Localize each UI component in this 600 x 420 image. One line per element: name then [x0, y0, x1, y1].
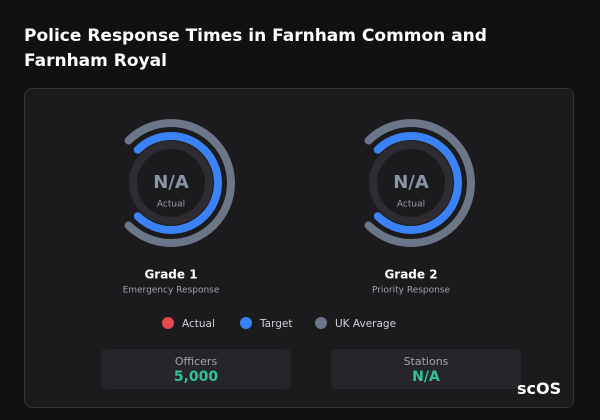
gauge-value: N/A — [153, 172, 189, 193]
gauge-name: Grade 2 — [384, 268, 437, 282]
stat-label: Stations — [403, 355, 449, 368]
legend-dot — [240, 317, 252, 329]
stat-box: Officers 5,000 — [101, 349, 291, 389]
gauge-name: Grade 1 — [144, 268, 197, 282]
gauge-subtitle: Emergency Response — [123, 286, 220, 296]
stat-box: Stations N/A — [331, 349, 521, 389]
title: Police Response Times in Farnham Common … — [24, 26, 487, 71]
gauge-value: N/A — [393, 172, 429, 193]
target-arc — [373, 132, 462, 234]
stat-value: 5,000 — [173, 369, 219, 385]
gauge-value-label: Actual — [397, 200, 425, 210]
stat-label: Officers — [174, 355, 218, 368]
logo: scOS — [517, 379, 562, 398]
legend-dot — [315, 317, 327, 329]
uk-average-arc — [124, 119, 235, 247]
gauge-subtitle: Priority Response — [372, 286, 451, 296]
actual-track — [129, 141, 213, 225]
actual-track — [369, 141, 453, 225]
uk-average-arc — [364, 119, 475, 247]
legend-label: Actual — [182, 318, 215, 330]
stat-value: N/A — [412, 369, 440, 385]
gauge-value-label: Actual — [157, 200, 185, 210]
legend-dot — [162, 317, 174, 329]
legend-label: Target — [259, 318, 292, 330]
target-arc — [133, 132, 222, 234]
legend-label: UK Average — [335, 318, 396, 330]
